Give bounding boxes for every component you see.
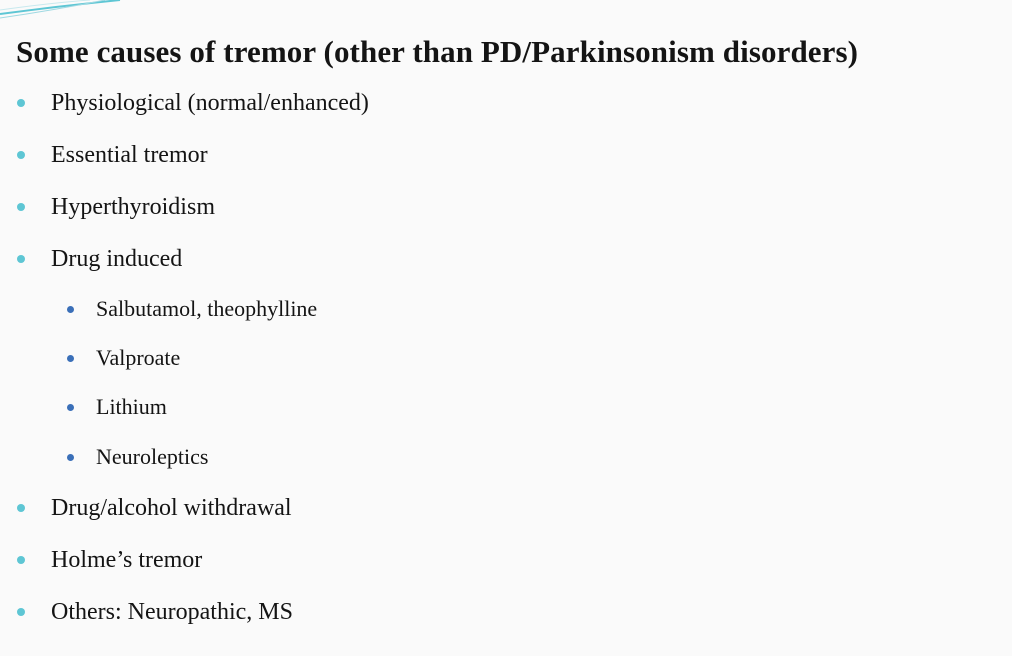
sub-bullet-dot-icon: [67, 306, 74, 313]
bullet-dot-icon: [17, 255, 25, 263]
bullet-text: Essential tremor: [51, 142, 208, 168]
bullet-item: Physiological (normal/enhanced): [17, 89, 369, 117]
sub-bullet-text: Salbutamol, theophylline: [96, 296, 318, 321]
bullet-text: Others: Neuropathic, MS: [51, 599, 293, 625]
bullet-item: Drug induced: [17, 245, 183, 273]
bullet-text: Hyperthyroidism: [51, 194, 215, 220]
sub-bullet-item: Valproate: [67, 345, 181, 371]
sub-bullet-item: Neuroleptics: [67, 444, 209, 470]
bullet-dot-icon: [17, 556, 25, 564]
sub-bullet-dot-icon: [67, 355, 74, 362]
bullet-item: Essential tremor: [17, 141, 208, 169]
sub-bullet-dot-icon: [67, 404, 74, 411]
sub-bullet-text: Valproate: [96, 345, 181, 370]
sub-bullet-item: Salbutamol, theophylline: [67, 296, 318, 322]
bullet-dot-icon: [17, 203, 25, 211]
sub-bullet-text: Lithium: [96, 394, 167, 419]
sub-bullet-dot-icon: [67, 454, 74, 461]
sub-bullet-text: Neuroleptics: [96, 444, 209, 469]
slide-title: Some causes of tremor (other than PD/Par…: [16, 34, 859, 69]
bullet-dot-icon: [17, 504, 25, 512]
bullet-text: Drug/alcohol withdrawal: [51, 495, 292, 521]
bullet-text: Physiological (normal/enhanced): [51, 90, 369, 116]
bullet-item: Holme’s tremor: [17, 546, 203, 574]
corner-swoosh-decoration: [0, 0, 121, 19]
bullet-dot-icon: [17, 151, 25, 159]
bullet-item: Drug/alcohol withdrawal: [17, 494, 292, 522]
bullet-dot-icon: [17, 608, 25, 616]
bullet-text: Holme’s tremor: [51, 547, 203, 573]
bullet-dot-icon: [17, 99, 25, 107]
bullet-item: Hyperthyroidism: [17, 193, 215, 221]
bullet-text: Drug induced: [51, 246, 183, 272]
bullet-item: Others: Neuropathic, MS: [17, 598, 293, 626]
sub-bullet-item: Lithium: [67, 394, 167, 420]
